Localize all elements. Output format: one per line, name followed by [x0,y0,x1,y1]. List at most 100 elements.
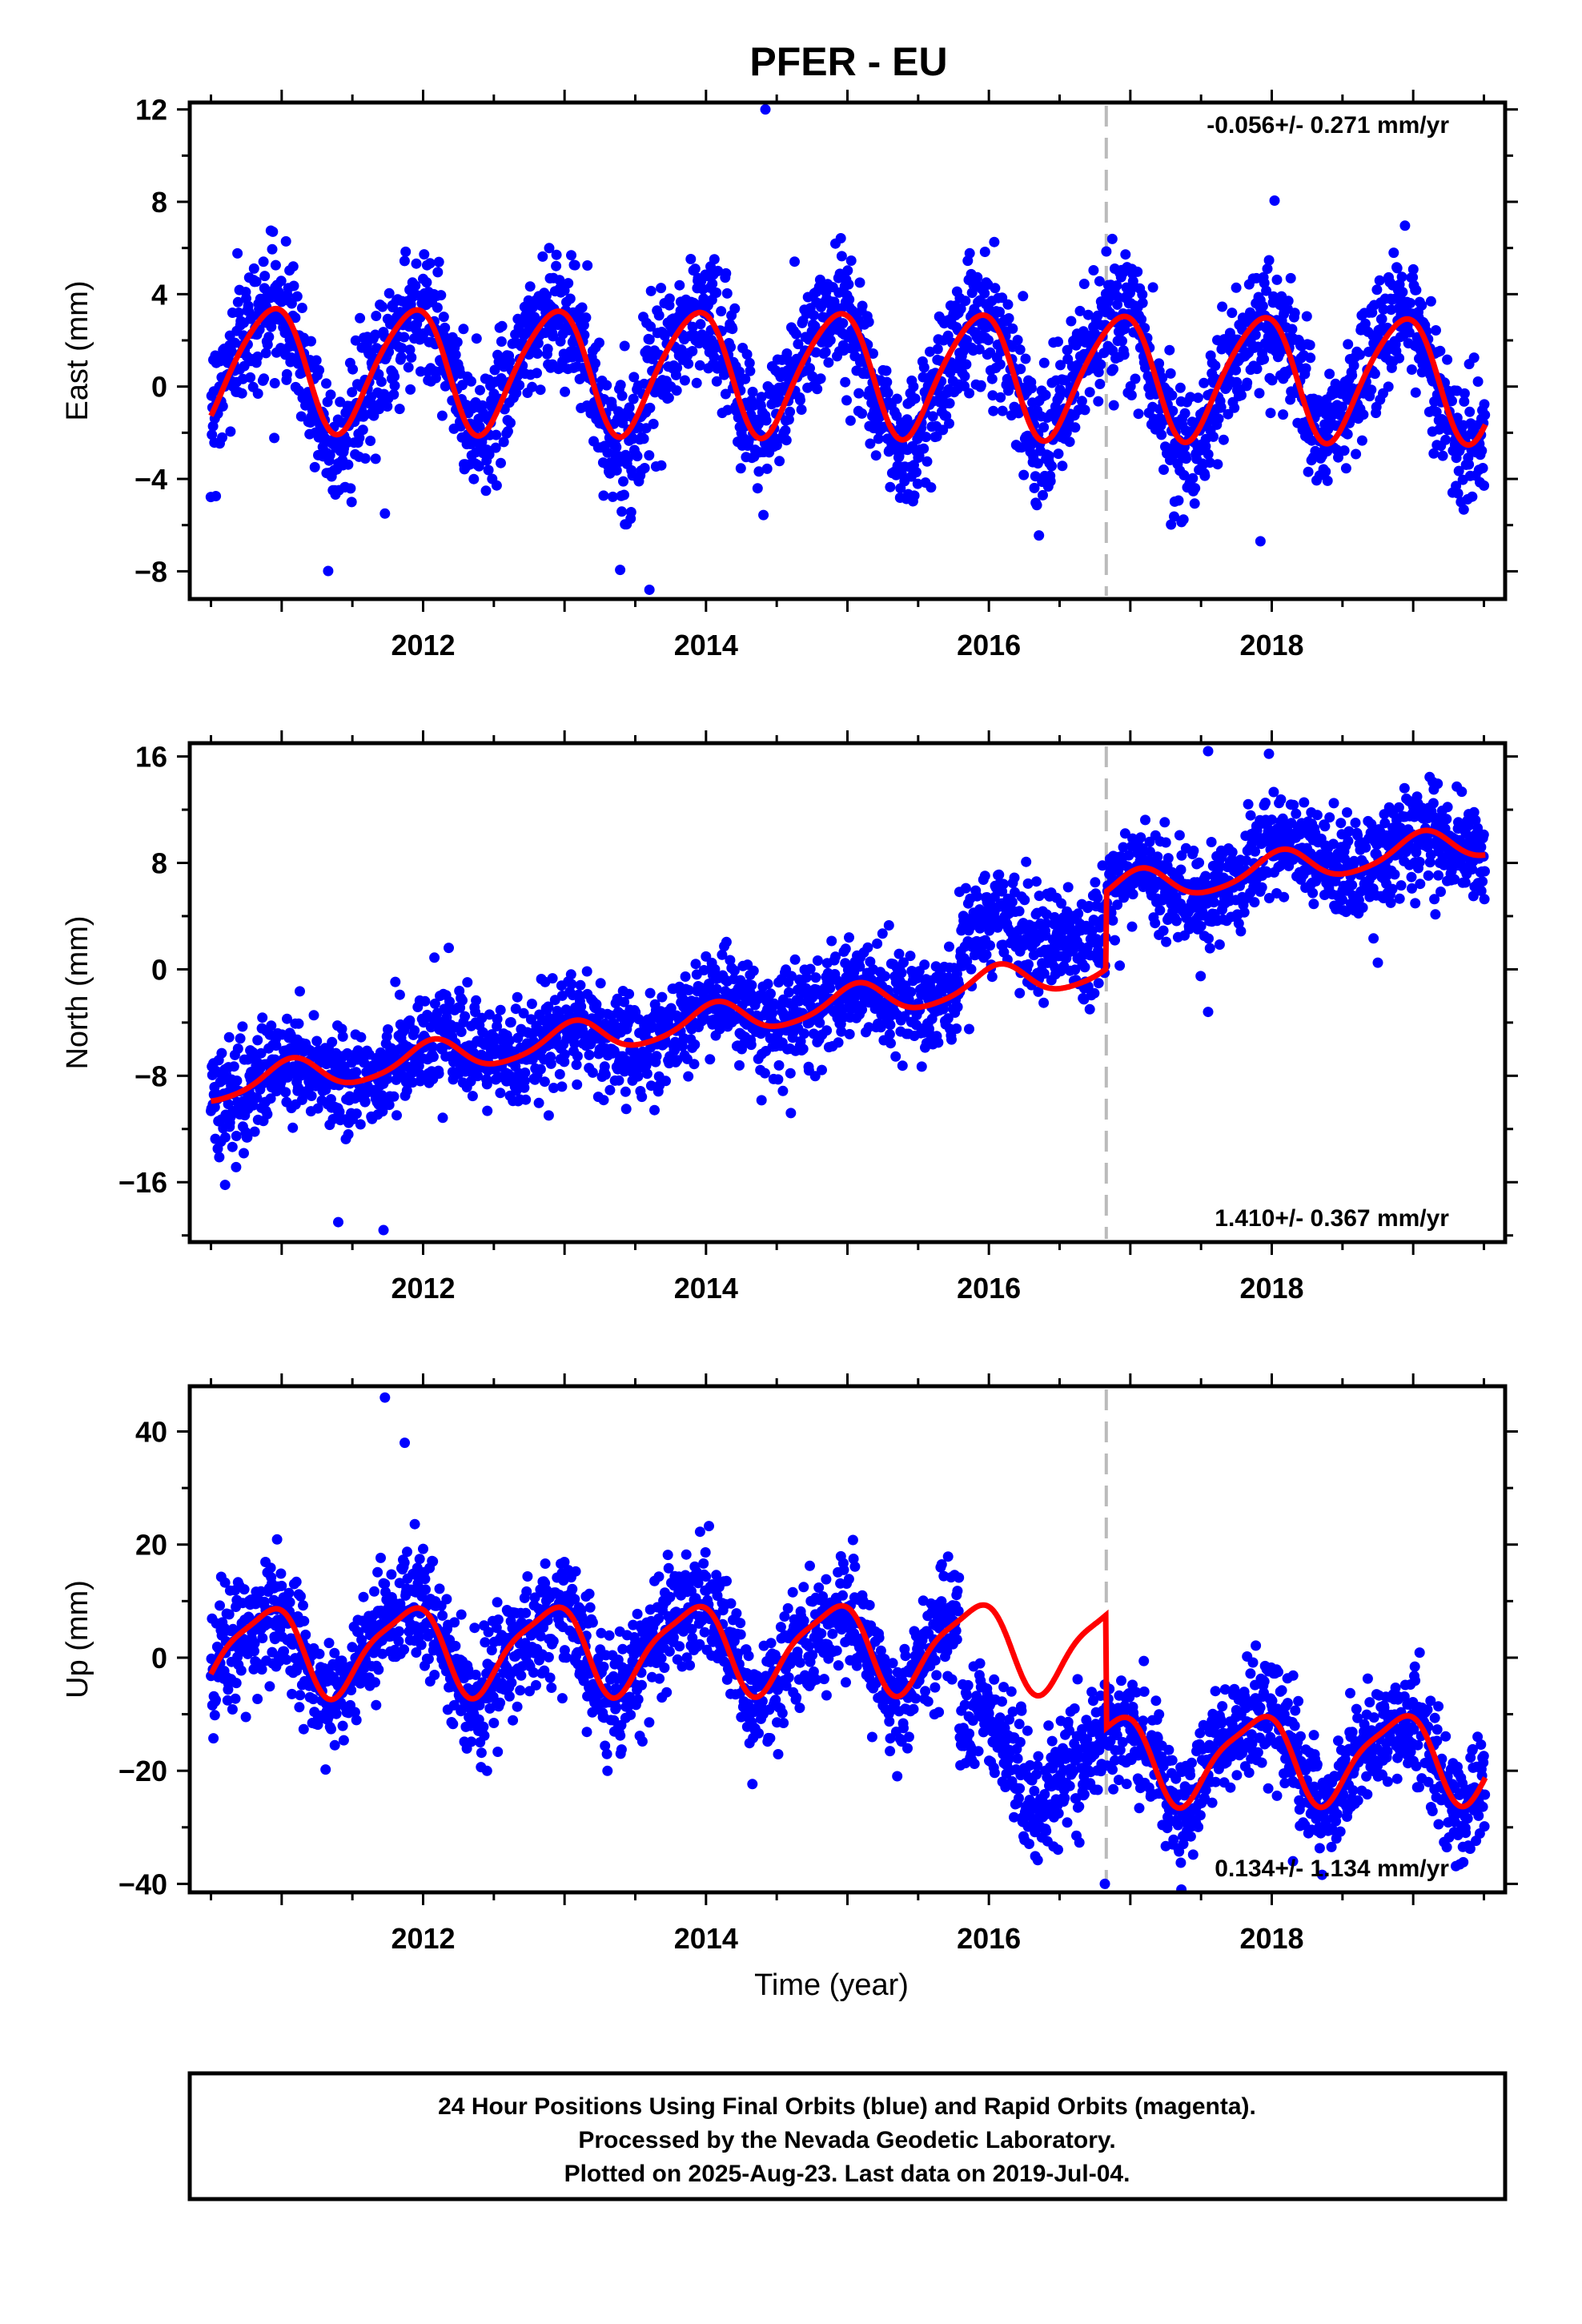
data-point [619,340,630,352]
data-point [1078,279,1090,289]
data-point [432,302,443,313]
data-point [989,236,1000,247]
data-point [1324,812,1335,823]
data-point [716,306,727,317]
data-point [883,920,894,931]
data-point [841,395,852,406]
data-point [825,335,836,346]
data-point [484,449,495,460]
data-point [260,348,271,359]
data-point [747,386,758,397]
data-point [1147,282,1158,293]
data-point [389,380,400,392]
data-point [1204,943,1215,954]
data-point [1079,404,1090,416]
data-point [664,293,675,304]
data-point [383,1024,393,1035]
data-point [985,940,995,951]
data-point [1092,892,1103,903]
data-point [845,415,856,426]
data-point [1394,352,1405,364]
data-point [896,967,907,979]
data-point [1431,325,1441,336]
data-point [1108,400,1119,411]
data-point [879,971,890,982]
data-point [587,1067,598,1078]
data-point [581,966,592,977]
data-point [795,395,805,406]
data-point [619,996,630,1007]
data-point [325,389,336,400]
data-point [548,1083,559,1093]
data-point [735,463,746,474]
data-point [975,380,986,391]
data-point [1162,853,1174,864]
data-point [820,347,831,358]
data-point [1214,939,1225,950]
data-point [1126,390,1137,400]
data-point [644,334,655,345]
data-point [233,308,244,318]
data-point [628,372,640,383]
data-point [1093,396,1104,407]
data-point [1194,857,1205,868]
x-tick-label: 2018 [1239,629,1303,661]
data-point [620,1086,631,1097]
data-point [638,433,649,444]
data-point [572,312,584,324]
data-point [810,972,821,983]
data-point [805,363,815,374]
data-point [566,979,577,990]
data-point [1026,383,1037,394]
data-point [759,1068,770,1079]
data-point [457,380,468,391]
data-point [1396,271,1407,283]
data-point [648,418,659,429]
data-point [951,1023,962,1034]
data-point [382,401,393,412]
data-point [1447,396,1457,407]
data-point [644,584,655,595]
data-point [1070,422,1081,433]
data-point [960,296,971,307]
data-point [1388,247,1399,259]
data-point [496,336,507,347]
data-point [505,417,516,428]
x-tick-label: 2014 [674,629,738,661]
data-point [677,1041,688,1051]
data-point [1064,436,1075,448]
data-point [232,247,243,259]
data-point [547,973,558,984]
data-point [452,336,463,348]
data-point [1299,797,1310,808]
data-point [251,276,262,287]
data-point [680,971,691,982]
data-point [912,478,923,489]
data-point [207,429,218,440]
data-point [690,959,701,970]
data-point [576,302,588,313]
data-point [641,1068,652,1080]
data-point [1181,453,1192,464]
data-point [582,260,593,271]
data-point [526,999,537,1009]
data-point [844,1028,855,1039]
data-point [355,312,366,324]
data-point [471,995,482,1006]
data-point [565,969,576,980]
data-point [746,979,757,991]
data-point [436,290,447,301]
data-point [339,1064,350,1076]
data-point [591,999,602,1010]
data-point [986,373,998,384]
data-point [293,1018,304,1029]
data-point [404,1015,416,1026]
data-point [554,275,565,286]
data-point [1472,376,1484,387]
data-point [556,1081,568,1092]
data-point [231,1161,242,1172]
data-point [433,1068,444,1080]
y-tick-label: 12 [135,94,167,127]
data-point [458,324,469,335]
